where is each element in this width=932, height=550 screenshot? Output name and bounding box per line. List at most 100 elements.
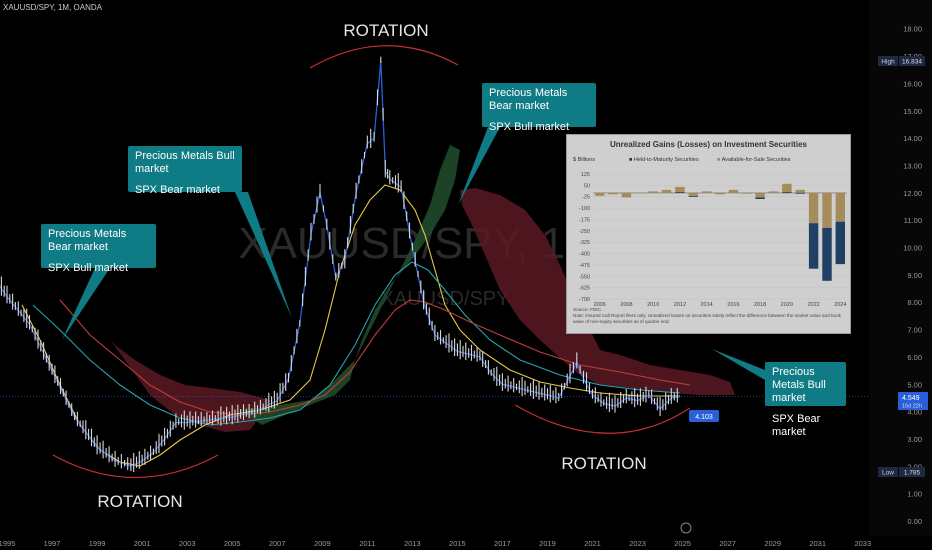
x-tick-label: 2005	[224, 539, 241, 548]
x-tick-label: 2029	[764, 539, 781, 548]
inset-x-tick: 2018	[754, 302, 766, 308]
inset-bar-afs	[795, 189, 805, 193]
inset-y-tick: 125	[581, 172, 590, 178]
x-tick-label: 2017	[494, 539, 511, 548]
x-tick-label: 1995	[0, 539, 15, 548]
high-badge-value: 16.834	[902, 59, 922, 66]
inset-legend-htm: ■ Held-to-Maturity Securities	[629, 157, 699, 163]
inset-bar-afs	[595, 192, 605, 196]
callout-line1: Precious Metals Bear market	[489, 87, 568, 112]
y-tick-label: 15.00	[903, 107, 922, 116]
y-tick-label: 18.00	[903, 25, 922, 34]
inset-x-tick: 2010	[647, 302, 659, 308]
inset-x-tick: 2012	[674, 302, 686, 308]
inset-bar-afs	[728, 189, 739, 193]
inset-x-tick: 2024	[834, 302, 846, 308]
x-tick-label: 2025	[674, 539, 691, 548]
callout-line1: Precious Metals Bull market	[135, 150, 235, 175]
high-badge-label-bg	[878, 56, 898, 66]
low-badge-value-bg	[899, 467, 925, 477]
low-badge-value: 1.785	[904, 470, 921, 477]
inset-note: Note: Insured Call Report filers only. U…	[573, 313, 841, 324]
callout-bull-2: Precious Metals Bull market SPX Bear mar…	[765, 362, 846, 438]
legend-htm-label: Held-to-Maturity Securities	[633, 157, 699, 163]
inset-bar-htm	[795, 192, 805, 194]
low-badge-label: Low	[882, 470, 894, 477]
inset-bar-afs	[768, 191, 779, 193]
y-tick-label: 9.00	[907, 271, 922, 280]
inset-bar-afs	[715, 192, 725, 195]
inset-y-tick: -25	[582, 195, 590, 201]
y-tick-label: 5.00	[907, 380, 922, 389]
candles-group	[0, 56, 678, 473]
inset-bar-afs	[688, 192, 698, 196]
inset-bar-htm	[822, 227, 832, 281]
x-tick-label: 2013	[404, 539, 421, 548]
rotation-arc-left	[52, 454, 219, 479]
ma-mid-line	[32, 261, 681, 426]
x-tick-label: 1999	[89, 539, 106, 548]
inset-bar-afs	[755, 192, 765, 198]
last-price-badge	[898, 392, 928, 410]
inset-y-tick: -400	[579, 252, 590, 258]
inset-y-tick: -625	[579, 286, 590, 292]
y-tick-label: 8.00	[907, 298, 922, 307]
x-tick-label: 2023	[629, 539, 646, 548]
inset-x-tick: 2006	[594, 302, 606, 308]
inset-chart: Unrealized Gains (Losses) on Investment …	[566, 134, 851, 334]
inset-bar-htm	[688, 196, 698, 197]
inset-bar-htm	[675, 192, 685, 193]
cloud-bear-2	[460, 188, 735, 395]
high-badge-value-bg	[899, 56, 925, 66]
inset-x-tick: 2020	[781, 302, 793, 308]
x-tick-label: 2003	[179, 539, 196, 548]
inset-title: Unrealized Gains (Losses) on Investment …	[610, 140, 807, 149]
callout-line2: SPX Bear market	[135, 184, 220, 196]
inset-x-tick: 2016	[727, 302, 739, 308]
last-price-value: 4.549	[902, 395, 920, 402]
inset-y-tick: -250	[579, 229, 590, 235]
y-tick-label: 0.00	[907, 517, 922, 526]
x-tick-label: 2001	[134, 539, 151, 548]
inset-bar-afs	[675, 186, 685, 193]
x-tick-label: 2021	[584, 539, 601, 548]
y-tick-label: 7.00	[907, 326, 922, 335]
inset-bar-afs	[782, 183, 792, 193]
inset-y-tick: -700	[579, 297, 590, 303]
x-tick-label: 2007	[269, 539, 286, 548]
inset-ylabel: $ Billions	[573, 157, 596, 163]
callout-bear-1: Precious Metals Bear market SPX Bull mar…	[41, 224, 156, 274]
inset-y-tick: -550	[579, 274, 590, 280]
symbol-label: XAUUSD/SPY, 1M, OANDA	[3, 3, 102, 12]
callout-bear-2: Precious Metals Bear market SPX Bull mar…	[482, 83, 596, 133]
y-tick-label: 16.00	[903, 79, 922, 88]
inset-source: Source: FDIC.	[573, 307, 603, 312]
inset-bar-afs	[648, 191, 658, 193]
x-tick-label: 2015	[449, 539, 466, 548]
inset-bar-htm	[808, 223, 819, 269]
inset-bar-afs	[822, 192, 832, 228]
callout-pointer-1	[62, 268, 110, 340]
y-tick-label: 6.00	[907, 353, 922, 362]
y-tick-label: 11.00	[904, 216, 922, 225]
legend-afs-label: Available-for-Sale Securities	[721, 157, 791, 163]
y-tick-label: 10.00	[903, 244, 922, 253]
inset-bar-htm	[755, 197, 765, 199]
x-tick-label: 2027	[719, 539, 736, 548]
y-tick-label: 12.00	[903, 189, 922, 198]
replay-icon	[680, 522, 692, 534]
cloud-bear-1	[110, 340, 270, 432]
y-tick-label: 14.00	[903, 134, 922, 143]
inset-bar-afs	[835, 192, 845, 222]
rotation-label-left: ROTATION	[97, 492, 182, 511]
low-badge-label-bg	[878, 467, 898, 477]
x-tick-label: 2011	[359, 539, 375, 548]
inset-y-tick: 50	[584, 183, 590, 189]
y-tick-label: 3.00	[907, 435, 922, 444]
callout-pointer-3	[458, 127, 500, 205]
cloud-bull-2	[355, 145, 460, 360]
y-tick-label: 13.00	[903, 161, 922, 170]
callout-line2: SPX Bull market	[48, 262, 129, 274]
inset-bar-htm	[835, 221, 845, 265]
